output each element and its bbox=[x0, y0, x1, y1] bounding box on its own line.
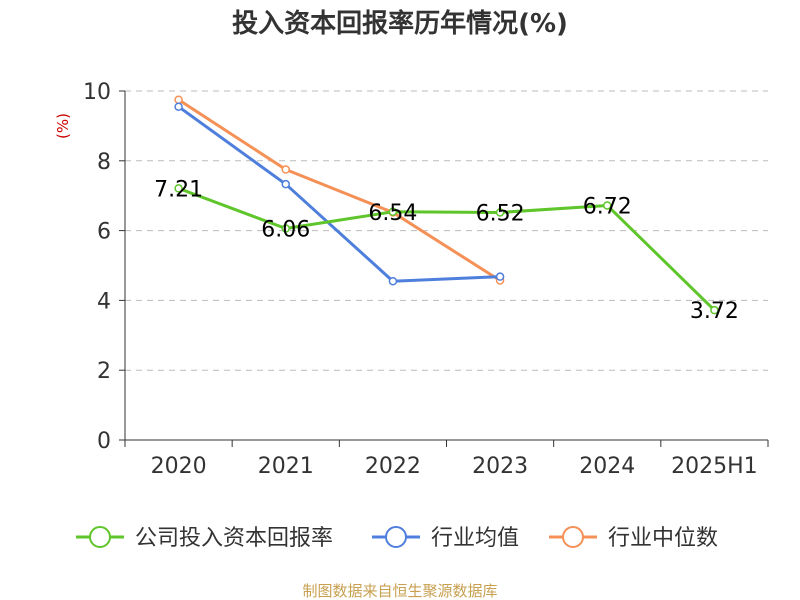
data-point bbox=[603, 201, 612, 210]
grid-lines bbox=[125, 90, 768, 371]
series-line bbox=[177, 105, 501, 283]
legend-label: 行业均值 bbox=[431, 526, 519, 551]
x-tick-label: 2025H1 bbox=[671, 454, 758, 479]
data-point bbox=[281, 179, 290, 189]
legend-marker bbox=[562, 526, 584, 548]
data-point bbox=[388, 276, 398, 286]
y-tick-label: 4 bbox=[97, 289, 111, 314]
x-tick-label: 2024 bbox=[579, 454, 635, 479]
data-point bbox=[281, 224, 290, 233]
y-tick-label: 0 bbox=[97, 429, 111, 454]
legend-marker bbox=[89, 526, 111, 548]
data-label: 6.52 bbox=[476, 201, 525, 226]
legend-marker bbox=[385, 526, 407, 548]
y-tick-label: 2 bbox=[97, 359, 111, 384]
series-line bbox=[177, 98, 501, 282]
x-tick-label: 2020 bbox=[151, 454, 207, 479]
y-tick-label: 8 bbox=[97, 150, 111, 175]
source-note: 制图数据来自恒生聚源数据库 bbox=[302, 582, 497, 600]
x-tick-label: 2021 bbox=[258, 454, 314, 479]
data-label: 7.21 bbox=[154, 177, 203, 202]
legend-label: 公司投入资本回报率 bbox=[135, 526, 333, 551]
y-tick-label: 6 bbox=[97, 220, 111, 245]
x-tick-label: 2022 bbox=[365, 454, 421, 479]
x-tick-label: 2023 bbox=[472, 454, 528, 479]
chart-title: 投入资本回报率历年情况(%) bbox=[232, 8, 568, 39]
legend-label: 行业中位数 bbox=[608, 526, 718, 551]
data-label: 6.54 bbox=[368, 201, 417, 226]
series-line bbox=[178, 186, 716, 312]
series-group bbox=[174, 95, 719, 315]
data-point bbox=[174, 102, 183, 111]
legend[interactable]: 公司投入资本回报率 行业均值 行业中位数 bbox=[76, 526, 718, 551]
data-point bbox=[388, 207, 398, 217]
data-point bbox=[174, 184, 183, 193]
data-label: 6.72 bbox=[583, 194, 632, 219]
data-point bbox=[495, 272, 505, 281]
y-axis-label: (%) bbox=[54, 113, 72, 139]
data-label: 6.06 bbox=[261, 218, 310, 243]
data-point bbox=[710, 305, 719, 315]
data-point bbox=[495, 208, 505, 217]
axes: 0 2 4 6 8 10 2020 2021 2022 2023 2024 2025H1 bbox=[83, 80, 769, 479]
data-point bbox=[281, 165, 290, 174]
data-labels: 7.21 6.06 6.54 6.52 6.72 3.72 bbox=[154, 177, 739, 324]
data-point bbox=[174, 95, 183, 104]
data-label: 3.72 bbox=[690, 299, 739, 324]
y-tick-label: 10 bbox=[83, 80, 111, 105]
